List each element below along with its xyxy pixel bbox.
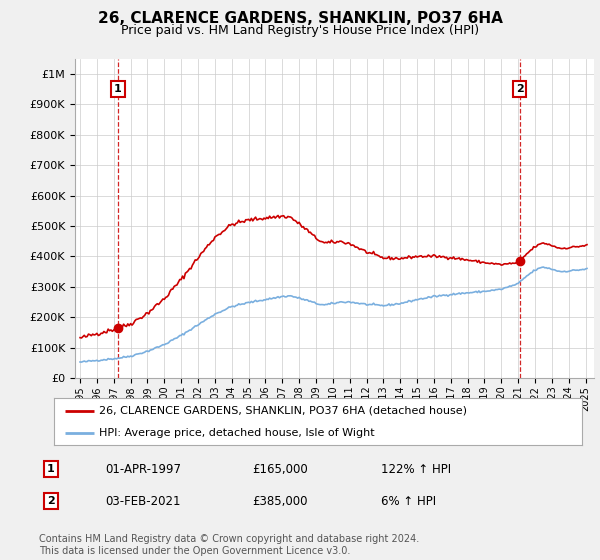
Text: 26, CLARENCE GARDENS, SHANKLIN, PO37 6HA (detached house): 26, CLARENCE GARDENS, SHANKLIN, PO37 6HA…	[99, 406, 467, 416]
Text: 122% ↑ HPI: 122% ↑ HPI	[381, 463, 451, 476]
Text: 6% ↑ HPI: 6% ↑ HPI	[381, 494, 436, 508]
Text: 1: 1	[114, 84, 122, 94]
Text: 1: 1	[47, 464, 55, 474]
Text: 2: 2	[516, 84, 524, 94]
Text: £165,000: £165,000	[252, 463, 308, 476]
Text: HPI: Average price, detached house, Isle of Wight: HPI: Average price, detached house, Isle…	[99, 428, 374, 438]
Text: £385,000: £385,000	[252, 494, 308, 508]
Text: 01-APR-1997: 01-APR-1997	[105, 463, 181, 476]
Text: 03-FEB-2021: 03-FEB-2021	[105, 494, 181, 508]
Text: Contains HM Land Registry data © Crown copyright and database right 2024.
This d: Contains HM Land Registry data © Crown c…	[39, 534, 419, 556]
Text: 2: 2	[47, 496, 55, 506]
Text: Price paid vs. HM Land Registry's House Price Index (HPI): Price paid vs. HM Land Registry's House …	[121, 24, 479, 36]
Text: 26, CLARENCE GARDENS, SHANKLIN, PO37 6HA: 26, CLARENCE GARDENS, SHANKLIN, PO37 6HA	[98, 11, 502, 26]
